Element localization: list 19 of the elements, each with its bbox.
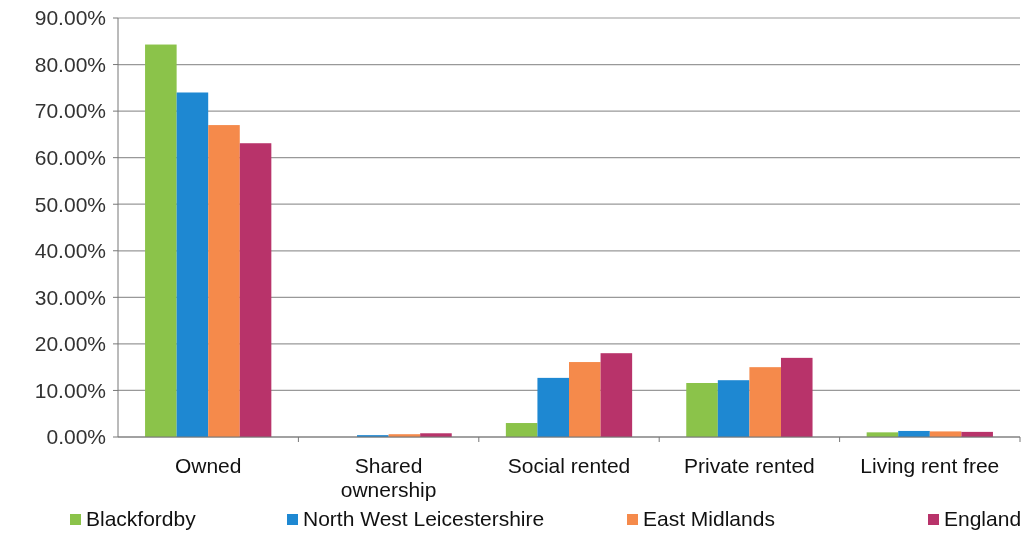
y-tick-label: 70.00% [34, 99, 106, 123]
x-tick-label: Living rent free [860, 454, 1000, 477]
y-tick-label: 10.00% [34, 378, 106, 402]
y-tick-label: 0.00% [46, 425, 106, 449]
legend-label: North West Leicestershire [303, 507, 545, 531]
y-tick-label: 30.00% [34, 285, 106, 309]
x-tick-label: Shared ownership [340, 454, 437, 501]
legend-label: England [944, 507, 1022, 531]
y-tick-label: 90.00% [34, 6, 106, 30]
legend-label: Blackfordby [86, 507, 197, 531]
y-tick-label: 20.00% [34, 332, 106, 356]
y-tick-label: 60.00% [34, 146, 106, 170]
x-tick-label: Social rented [507, 454, 631, 477]
y-tick-label: 80.00% [34, 52, 106, 76]
y-tick-label: 50.00% [34, 192, 106, 216]
x-tick-label: Private rented [684, 454, 815, 477]
y-tick-label: 40.00% [34, 239, 106, 263]
legend-label: East Midlands [643, 507, 775, 531]
x-tick-label: Owned [174, 454, 242, 477]
